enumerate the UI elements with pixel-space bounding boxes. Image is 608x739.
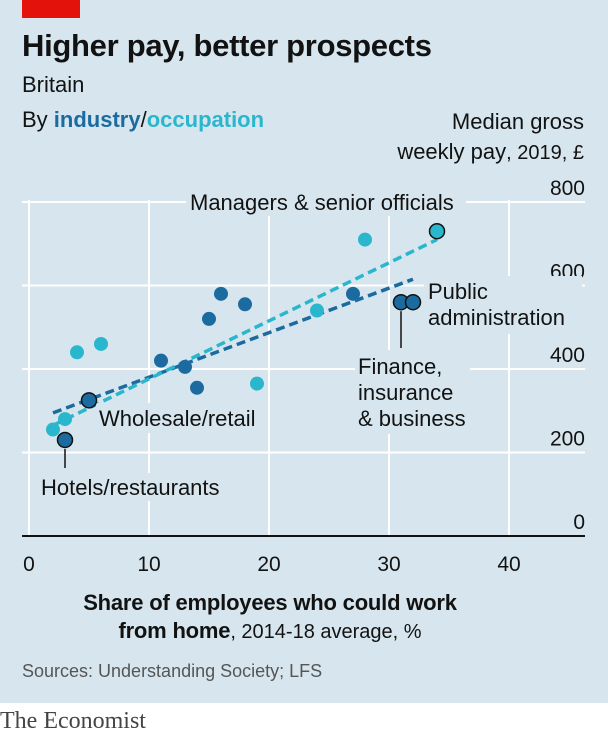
source-note: Sources: Understanding Society; LFS [22,661,323,681]
hotels-label-bg [38,473,238,501]
x-tick-label-10: 10 [137,553,160,576]
x-tick-label-40: 40 [497,553,520,576]
occupation-point-4 [250,376,264,391]
industry-point-7 [238,297,252,312]
industry-point-5 [202,311,216,326]
y-axis-title-line2: weekly pay, 2019, £ [397,137,584,168]
legend-prefix: By [22,107,54,132]
annotation-managers: Managers & senior officials [190,190,454,215]
industry-point-2 [154,353,168,368]
y-axis-title-main: weekly pay [397,139,507,164]
x-tick-label-30: 30 [377,553,400,576]
y-axis-title-line1: Median gross [451,109,584,134]
y-tick-label-0: 0 [573,511,585,534]
occupation-trend-line [52,237,438,427]
occupation-point-5 [310,303,324,318]
legend-occupation: occupation [146,107,265,132]
y-axis-title: Median gross weekly pay, 2019, £ [397,107,584,168]
x-tick-label-20: 20 [257,553,280,576]
legend-byline: By industry/occupation [22,107,264,133]
industry-point-10 [404,293,422,311]
industry-point-3 [178,359,192,374]
chart-title: Higher pay, better prospects [22,28,432,63]
occupation-point-0 [46,422,60,437]
annotation-public-line1: Public [428,279,488,304]
annotation-wholesale: Wholesale/retail [99,406,256,431]
occupation-point-2 [70,345,84,360]
chart-panel [0,0,608,703]
y-axis-title-unit: , 2019, £ [506,142,584,164]
x-axis-title-main: from home [118,618,231,643]
x-axis-title-unit: , 2014-18 average, % [230,621,422,643]
industry-point-1 [80,392,98,409]
brand-red-tag [22,0,80,18]
annotation-public-line2: administration [428,305,565,330]
y-tick-label-200: 200 [550,428,585,451]
occupation-point-7 [428,222,446,240]
chart-subtitle: Britain [22,72,85,97]
annotation-finance-line1: Finance, [358,354,442,379]
y-tick-label-400: 400 [550,344,585,367]
industry-point-0 [56,431,74,449]
brand-logo-text: The Economist [0,708,146,734]
x-axis-title-line1: Share of employees who could work [83,590,457,615]
x-tick-label-0: 0 [23,553,35,576]
public-label-bg [424,276,582,334]
legend-industry: industry [53,107,141,132]
wholesale-label-bg [96,403,268,433]
x-axis-title-line2: from home, 2014-18 average, % [0,617,540,646]
x-axis-title: Share of employees who could work from h… [0,589,540,646]
industry-point-4 [190,380,204,395]
occupation-point-1 [58,412,72,427]
industry-trend-line [52,277,414,415]
y-tick-label-800: 800 [550,177,585,200]
occupation-point-3 [94,336,108,351]
industry-point-6 [214,286,228,301]
finance-label-bg [355,350,470,434]
annotation-finance-line2: insurance [358,380,453,405]
industry-point-8 [346,286,360,301]
annotation-finance-line3: & business [358,406,466,431]
managers-label-bg [186,186,466,216]
legend-separator: / [140,107,147,132]
occupation-point-6 [358,232,372,247]
annotation-hotels: Hotels/restaurants [41,475,220,500]
